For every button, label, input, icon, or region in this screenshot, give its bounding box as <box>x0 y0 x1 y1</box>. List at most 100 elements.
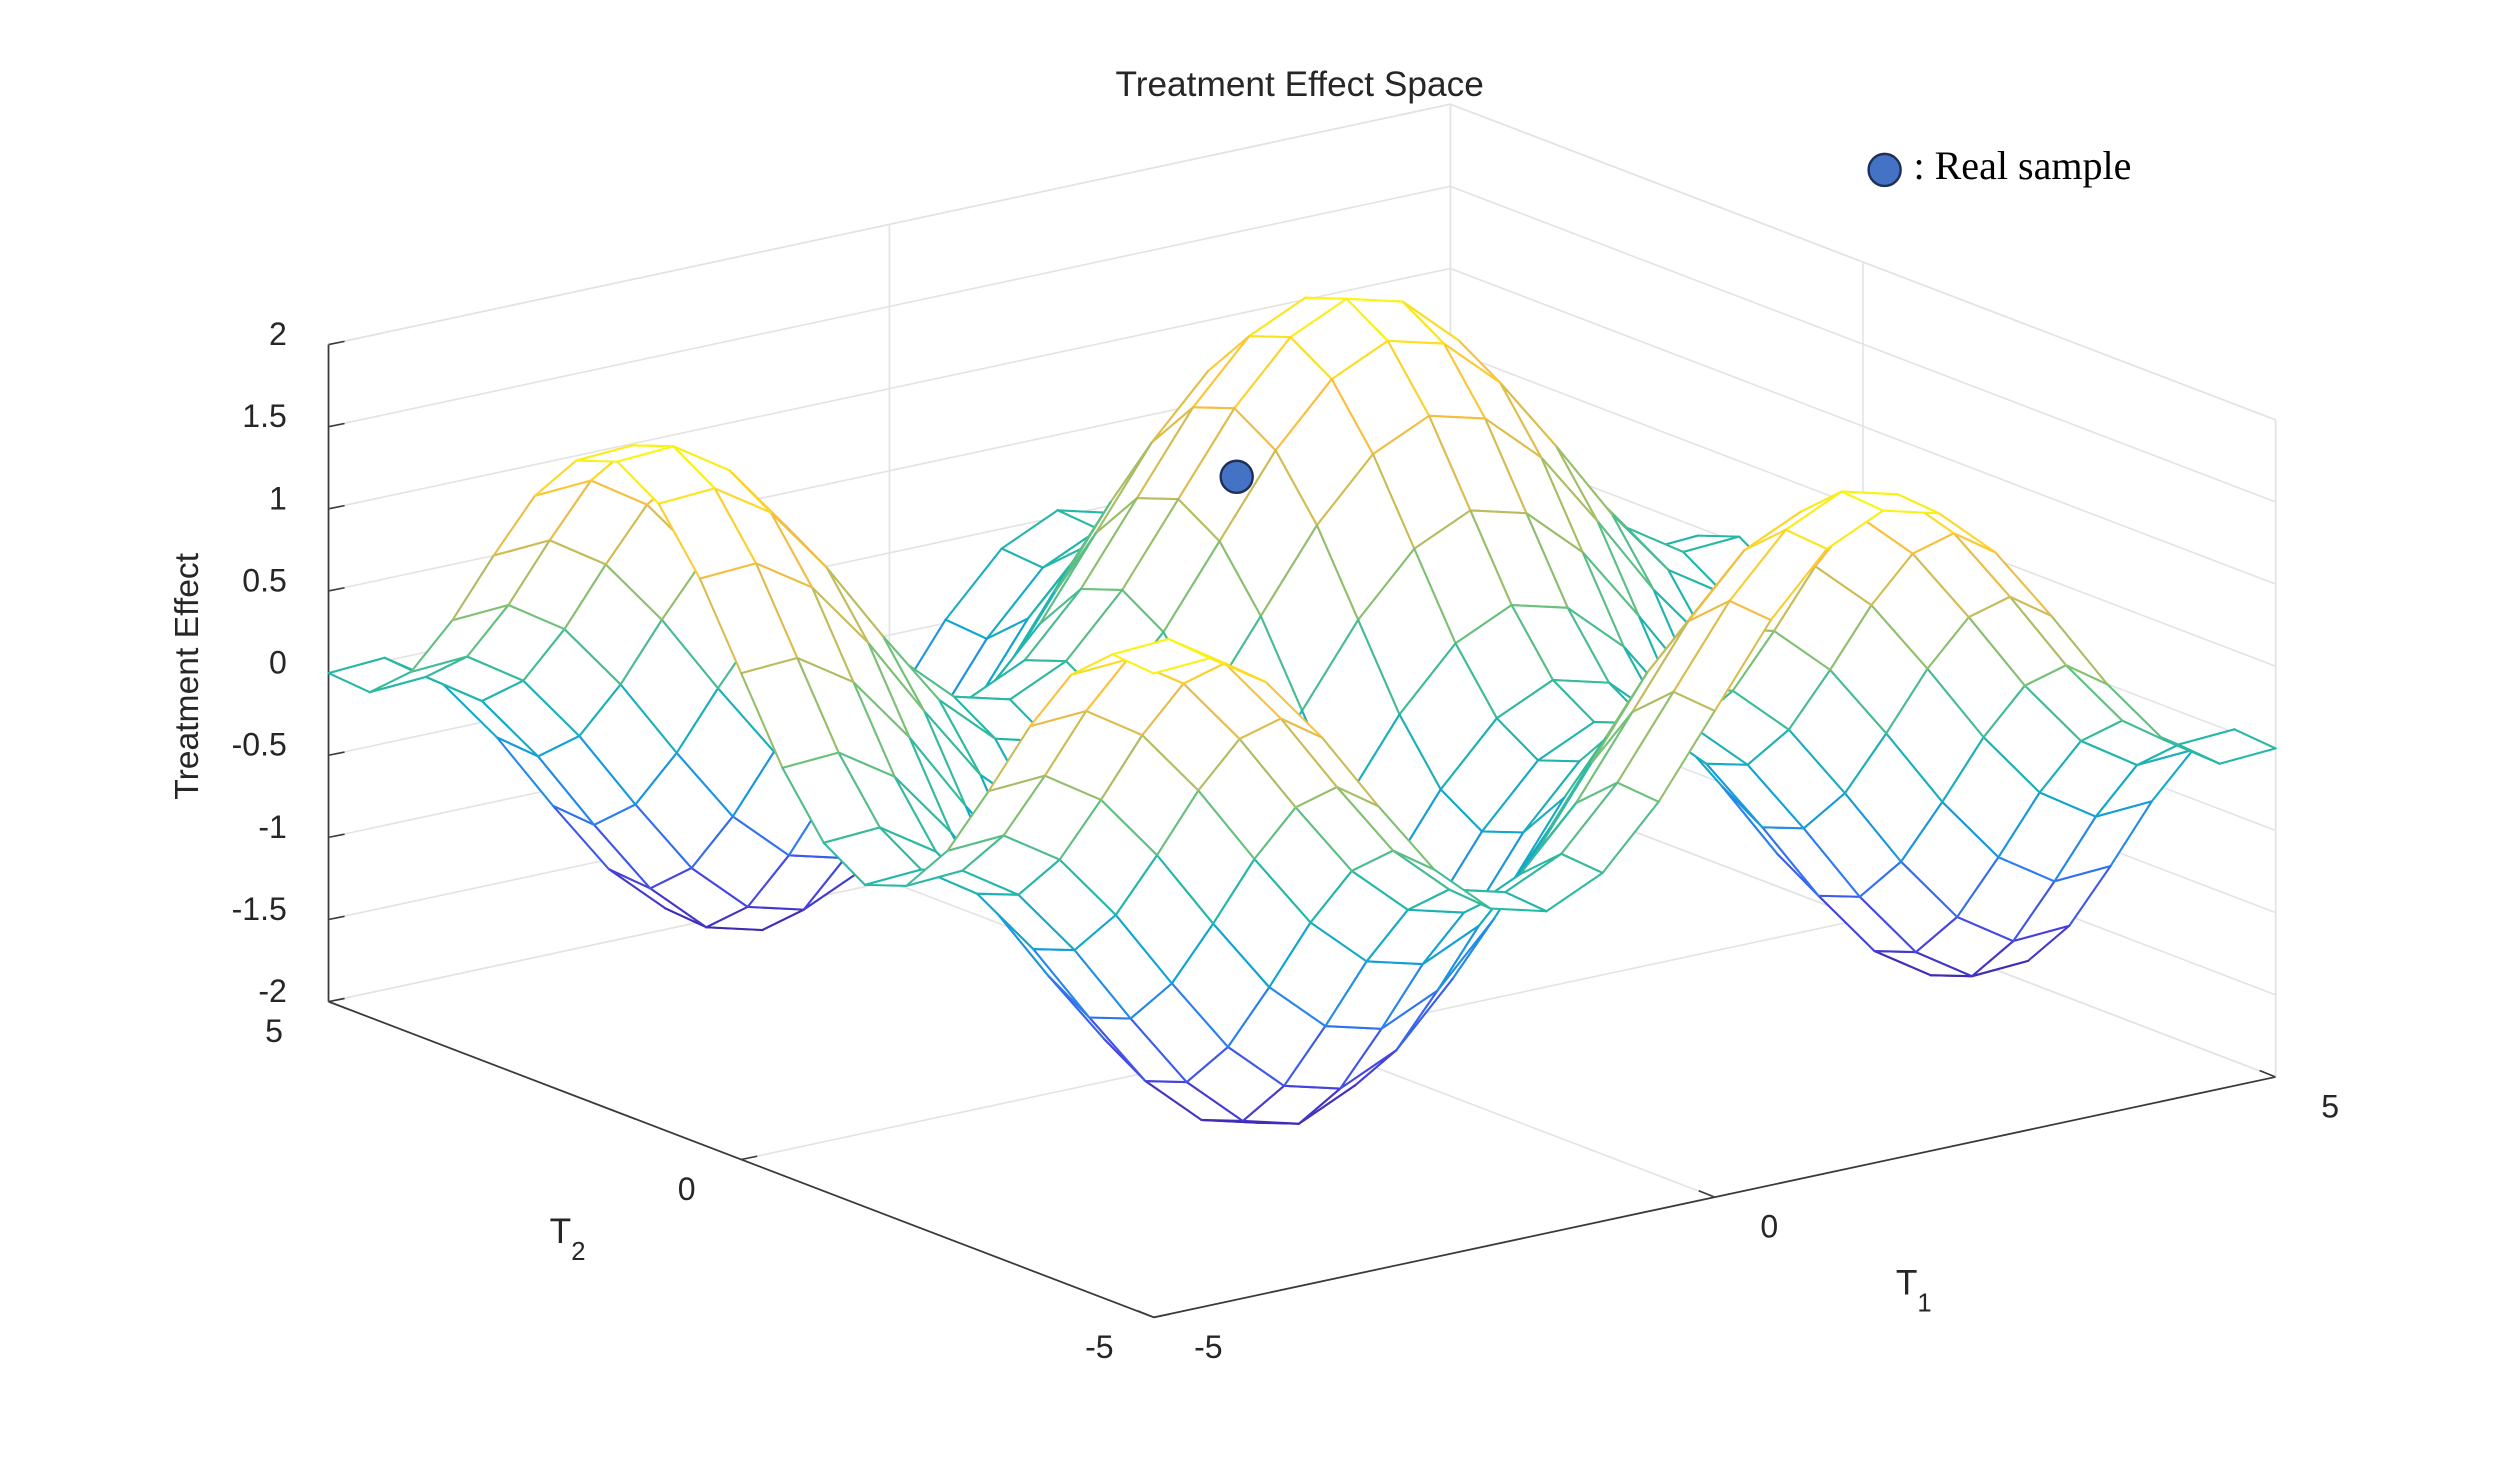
surface-face <box>1901 801 1999 917</box>
surface-face <box>1788 669 1887 794</box>
mesh-edge <box>2012 924 2071 943</box>
mesh-edge <box>731 815 790 857</box>
surface-face <box>1298 1050 1397 1124</box>
mesh-edge <box>1192 335 1251 409</box>
mesh-edge <box>1386 339 1445 345</box>
mesh-edge <box>616 445 675 463</box>
mesh-edge <box>1787 728 1846 795</box>
mesh-edge <box>976 892 1035 951</box>
mesh-edge <box>634 751 678 806</box>
mesh-edge <box>1321 736 1380 808</box>
mesh-edge <box>1241 1084 1286 1122</box>
mesh-edge <box>1162 540 1221 634</box>
mesh-edge <box>1938 512 1997 554</box>
surface-face <box>1886 668 1984 802</box>
mesh-edge <box>1279 717 1338 789</box>
mesh-edge <box>1294 806 1353 872</box>
z-tick-label: -0.5 <box>232 727 287 763</box>
surface-face <box>1331 340 1430 455</box>
mesh-edge <box>1350 849 1395 872</box>
mesh-edge <box>1421 924 1480 966</box>
mesh-edge <box>1073 913 1117 952</box>
mesh-edge <box>1840 490 1885 512</box>
surface-face <box>1249 297 1347 338</box>
surface-face <box>549 480 648 565</box>
mesh-edge <box>1264 681 1324 739</box>
mesh-edge <box>1900 860 1959 918</box>
mesh-edge <box>1226 1045 1286 1087</box>
mesh-edge <box>1566 606 1625 648</box>
mesh-edge <box>2135 743 2180 767</box>
mesh-edge <box>825 566 870 644</box>
mesh-edge <box>1746 763 1805 830</box>
mesh-edge <box>1982 684 2026 739</box>
surface-face <box>1455 605 1553 719</box>
mesh-edge <box>878 826 923 871</box>
mesh-edge <box>1088 1016 1132 1020</box>
surface-face <box>467 604 565 681</box>
mesh-edge <box>2008 595 2053 617</box>
surface-face <box>1393 850 1491 909</box>
mesh-edge <box>1371 453 1416 550</box>
mesh-edge <box>1873 950 1917 954</box>
surface-face <box>1145 1081 1243 1121</box>
mesh-edge <box>1073 948 1132 1020</box>
x-axis-line <box>1153 1076 2276 1319</box>
mesh-edge <box>1825 509 1885 550</box>
surface-face <box>1325 961 1423 1029</box>
surface-face <box>1295 786 1394 871</box>
mesh-edge <box>1279 717 1324 739</box>
mesh-edge <box>1442 342 1502 384</box>
mesh-edge <box>1814 565 1873 607</box>
mesh-edge <box>1141 682 1185 737</box>
mesh-edge <box>802 857 846 911</box>
mesh-edge <box>2038 791 2097 818</box>
mesh-edge <box>1218 449 1277 543</box>
mesh-edge <box>1728 528 1787 603</box>
mesh-edge <box>1439 788 1484 833</box>
surface-face <box>1706 763 1804 829</box>
surface-face <box>1762 827 1860 897</box>
z-tick-label: 1 <box>269 480 287 516</box>
mesh-edge <box>1038 587 1082 626</box>
mesh-edge <box>1873 950 1932 977</box>
mesh-edge <box>1914 915 1959 954</box>
mesh-edge <box>985 617 1030 640</box>
mesh-edge <box>1111 653 1155 675</box>
surface-face <box>1198 738 1296 859</box>
surface-face <box>1912 533 2011 618</box>
z-tick-mark <box>328 504 345 510</box>
mesh-edge <box>2038 739 2082 794</box>
surface-face <box>826 567 925 712</box>
mesh-edge <box>1436 924 1480 992</box>
mesh-edge <box>705 905 749 929</box>
surface-face <box>576 445 674 462</box>
surface-face <box>756 563 854 683</box>
mesh-edge <box>2106 683 2165 741</box>
surface-face <box>1336 786 1435 870</box>
mesh-edge <box>533 479 592 497</box>
mesh-edge <box>961 834 1005 872</box>
mesh-edge <box>1079 587 1124 592</box>
mesh-edge <box>1787 668 1832 731</box>
mesh-edge <box>1705 762 1764 829</box>
mesh-edge <box>1238 737 1297 809</box>
mesh-edge <box>1687 549 1746 623</box>
mesh-edge <box>2027 924 2071 962</box>
mesh-edge <box>1141 734 1200 792</box>
mesh-edge <box>1017 893 1076 952</box>
surface-face <box>564 564 662 685</box>
surface-face <box>741 657 839 768</box>
mesh-edge <box>1253 857 1312 924</box>
surface-face <box>1449 889 1547 912</box>
mesh-edge <box>1150 370 1209 444</box>
surface-face <box>1627 527 1725 595</box>
mesh-edge <box>1406 888 1451 911</box>
mesh-edge <box>2023 684 2082 742</box>
mesh-edge <box>2135 748 2195 767</box>
mesh-edge <box>424 655 469 678</box>
surface-face <box>1971 925 2070 977</box>
mesh-edge <box>1027 565 1071 620</box>
mesh-edge <box>769 511 814 589</box>
mesh-edge <box>1085 709 1144 737</box>
